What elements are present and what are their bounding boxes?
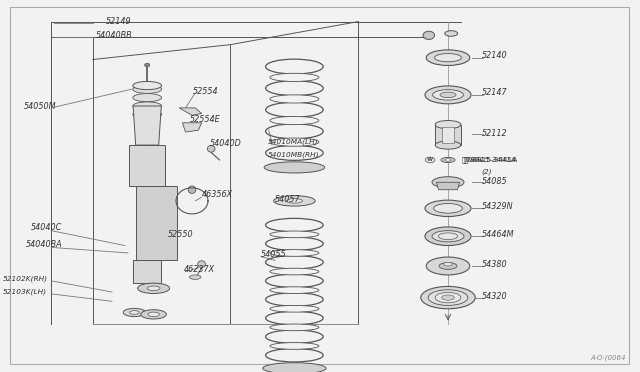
Ellipse shape [445,31,458,36]
Ellipse shape [133,94,162,102]
Polygon shape [182,123,202,132]
Text: 54040BB: 54040BB [96,31,132,40]
Ellipse shape [420,286,475,309]
Text: 46356X: 46356X [202,190,233,199]
Text: 52554: 52554 [193,87,219,96]
Text: 54320: 54320 [482,292,508,301]
Ellipse shape [438,233,458,240]
Ellipse shape [189,275,201,279]
Text: 54040BA: 54040BA [26,240,62,249]
Polygon shape [136,186,177,260]
Ellipse shape [138,283,170,294]
Text: 08915-3441A: 08915-3441A [462,156,517,163]
Ellipse shape [148,312,159,317]
Ellipse shape [141,310,166,319]
Ellipse shape [432,177,464,188]
Text: (2): (2) [482,169,492,175]
Ellipse shape [426,257,470,275]
Ellipse shape [432,231,464,242]
Ellipse shape [273,196,315,206]
Ellipse shape [133,102,162,110]
Ellipse shape [262,363,326,372]
Ellipse shape [124,308,146,317]
Text: 52149: 52149 [106,17,131,26]
Text: 52140: 52140 [482,51,508,60]
Ellipse shape [439,263,457,269]
Text: 52102K(RH): 52102K(RH) [3,276,48,282]
Ellipse shape [270,231,319,238]
Text: 52550: 52550 [168,230,194,239]
Ellipse shape [270,138,319,146]
Ellipse shape [435,292,461,303]
Text: 54055: 54055 [261,250,287,259]
Text: 52554E: 52554E [189,115,220,124]
Text: 54010MB(RH): 54010MB(RH) [268,151,319,158]
Text: 54329N: 54329N [482,202,513,211]
Text: 54010MA(LH): 54010MA(LH) [268,139,318,145]
Polygon shape [133,106,161,145]
Ellipse shape [130,311,140,314]
Ellipse shape [207,145,215,152]
Ellipse shape [270,268,319,275]
Ellipse shape [435,54,461,62]
Text: A·O·(0064: A·O·(0064 [591,355,626,361]
Ellipse shape [433,203,462,213]
Ellipse shape [425,227,471,246]
Ellipse shape [270,95,319,103]
Ellipse shape [444,262,452,266]
Polygon shape [179,108,202,115]
Ellipse shape [264,162,324,173]
Ellipse shape [270,116,319,125]
Ellipse shape [270,324,319,331]
Ellipse shape [435,121,461,129]
Ellipse shape [428,290,468,305]
Ellipse shape [426,50,470,65]
Ellipse shape [441,157,455,163]
Ellipse shape [133,81,162,90]
Ellipse shape [270,250,319,256]
Polygon shape [129,145,165,186]
Text: 54057: 54057 [275,195,301,203]
Ellipse shape [198,261,205,267]
Polygon shape [133,260,161,283]
Text: Ⓦ08915-3441A: Ⓦ08915-3441A [463,156,518,163]
Text: 54040D: 54040D [210,139,242,148]
Text: 54464M: 54464M [482,230,515,239]
Ellipse shape [270,343,319,349]
Ellipse shape [435,141,461,149]
Text: 46237X: 46237X [184,265,216,274]
Polygon shape [442,127,454,143]
Text: 54050M: 54050M [24,102,57,110]
Ellipse shape [442,295,454,300]
Polygon shape [436,182,460,190]
Ellipse shape [270,73,319,81]
Ellipse shape [188,186,196,193]
Polygon shape [435,125,461,145]
Ellipse shape [433,90,463,100]
Ellipse shape [425,86,471,104]
Ellipse shape [423,31,435,39]
Text: 54085: 54085 [482,177,508,186]
Text: 52103K(LH): 52103K(LH) [3,289,47,295]
Ellipse shape [445,158,451,161]
Ellipse shape [425,200,471,217]
Ellipse shape [133,110,162,118]
Ellipse shape [440,92,456,98]
Ellipse shape [145,63,150,67]
Ellipse shape [287,199,302,203]
Ellipse shape [133,85,162,93]
Text: 52112: 52112 [482,129,508,138]
Ellipse shape [147,286,160,291]
Text: 52147: 52147 [482,88,508,97]
Text: W: W [427,157,433,163]
Ellipse shape [270,305,319,312]
Ellipse shape [270,287,319,294]
Text: 54380: 54380 [482,260,508,269]
Text: 54040C: 54040C [31,223,62,232]
